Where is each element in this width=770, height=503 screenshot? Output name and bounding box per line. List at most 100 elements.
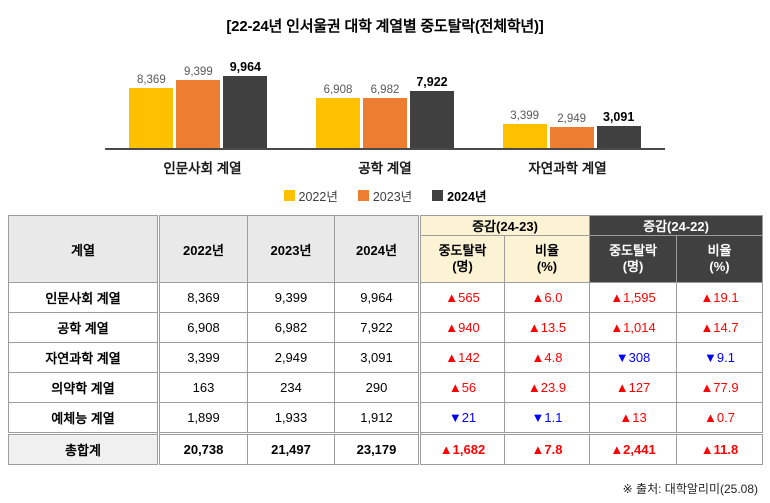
cell-change-value: ▲56: [418, 372, 505, 403]
bar-2022년-자연과학 계열: 3,399: [501, 110, 548, 148]
bar-chart: 8,369 9,399 9,964 6,908 6,982 7,922 3,399 2,949…: [105, 56, 665, 150]
bar: [129, 88, 174, 148]
cell-category: 인문사회 계열: [8, 282, 159, 313]
header-category: 계열: [8, 215, 159, 283]
category-label: 공학 계열: [358, 161, 412, 176]
legend-swatch-icon: [283, 190, 295, 201]
chart-group: 6,908 6,982 7,922: [314, 75, 455, 148]
cell-change-value: ▲4.8: [503, 342, 591, 373]
cell-change-value: ▲2,441: [589, 432, 678, 465]
cell-year-value: 9,964: [334, 282, 420, 313]
table-row: 의약학 계열 163 234 290 ▲56 ▲23.9 ▲127 ▲77.9: [8, 372, 764, 403]
bar-value-label: 8,369: [136, 74, 166, 86]
bar-2023년-공학 계열: 6,982: [361, 84, 408, 148]
cell-year-value: 290: [334, 372, 420, 403]
legend-label: 2023년: [372, 190, 413, 204]
chart-title: [22-24년 인서울권 대학 계열별 중도탈락(전체학년)]: [226, 18, 544, 35]
bar-value-label: 7,922: [416, 75, 448, 89]
bar: [502, 124, 547, 148]
bar: [223, 76, 268, 148]
cell-year-value: 9,399: [247, 282, 335, 313]
header-change-24-23: 증감(24-23): [417, 215, 591, 236]
cell-change-value: ▲23.9: [503, 372, 591, 403]
cell-change-value: ▲77.9: [676, 372, 764, 403]
category-label: 인문사회 계열: [163, 161, 242, 176]
header-change-24-22: 증감(24-22): [589, 215, 764, 236]
cell-change-value: ▲7.8: [503, 432, 591, 465]
cell-change-value: ▲13.5: [503, 312, 591, 343]
header-rate-1: 비율 (%): [503, 235, 591, 283]
bar-2022년-인문사회 계열: 8,369: [128, 74, 175, 148]
cell-change-value: ▼9.1: [676, 342, 764, 373]
bar: [315, 98, 360, 148]
bar: [596, 126, 641, 148]
table-row: 공학 계열 6,908 6,982 7,922 ▲940 ▲13.5 ▲1,014 ▲14.7: [8, 312, 764, 343]
header-year-2024: 2024년: [334, 215, 420, 283]
cell-category: 예체능 계열: [8, 402, 159, 434]
legend-item-2023년: 2023년: [357, 186, 413, 205]
bar-2023년-자연과학 계열: 2,949: [548, 113, 595, 148]
cell-year-value: 8,369: [157, 282, 248, 313]
bar-value-label: 9,399: [183, 66, 213, 78]
cell-year-value: 21,497: [247, 432, 335, 465]
cell-year-value: 234: [247, 372, 335, 403]
bar-2022년-공학 계열: 6,908: [314, 84, 361, 148]
cell-category: 총합계: [8, 432, 159, 465]
chart-group: 8,369 9,399 9,964: [128, 60, 269, 148]
cell-change-value: ▲13: [589, 402, 678, 434]
bar-chart-plot: 8,369 9,399 9,964 6,908 6,982 7,922 3,399 2,949…: [105, 56, 665, 150]
bar: [549, 127, 594, 148]
cell-change-value: ▲0.7: [676, 402, 764, 434]
cell-year-value: 7,922: [334, 312, 420, 343]
table-row: 인문사회 계열 8,369 9,399 9,964 ▲565 ▲6.0 ▲1,595 ▲19.…: [8, 282, 764, 313]
cell-change-value: ▲1,014: [589, 312, 678, 343]
legend-swatch-icon: [357, 190, 369, 201]
header-dropout-count-1: 중도탈락 (명): [418, 235, 505, 283]
cell-year-value: 20,738: [157, 432, 248, 465]
cell-change-value: ▲6.0: [503, 282, 591, 313]
table-row: 자연과학 계열 3,399 2,949 3,091 ▲142 ▲4.8 ▼308 ▼9.1: [8, 342, 764, 373]
bar: [362, 98, 407, 148]
bar: [176, 80, 221, 148]
bar-value-label: 9,964: [229, 60, 261, 74]
table-row: 예체능 계열 1,899 1,933 1,912 ▼21 ▼1.1 ▲13 ▲0.7: [8, 402, 764, 434]
chart-group: 3,399 2,949 3,091: [501, 110, 642, 148]
cell-change-value: ▼21: [418, 402, 505, 434]
chart-category-labels: 인문사회 계열 공학 계열 자연과학 계열: [105, 157, 665, 177]
header-dropout-count-2: 중도탈락 (명): [589, 235, 678, 283]
cell-change-value: ▲1,595: [589, 282, 678, 313]
cell-year-value: 2,949: [247, 342, 335, 373]
legend-swatch-icon: [432, 190, 444, 201]
bar-value-label: 3,399: [510, 110, 540, 122]
chart-legend: 2022년 2023년 2024년: [0, 186, 770, 205]
header-year-2022: 2022년: [157, 215, 248, 283]
cell-year-value: 6,982: [247, 312, 335, 343]
cell-category: 자연과학 계열: [8, 342, 159, 373]
bar-2024년-공학 계열: 7,922: [408, 75, 455, 148]
legend-label: 2024년: [447, 190, 487, 204]
header-year-2023: 2023년: [247, 215, 335, 283]
cell-change-value: ▲19.1: [676, 282, 764, 313]
category-label: 자연과학 계열: [528, 161, 607, 176]
legend-item-2024년: 2024년: [432, 186, 486, 205]
cell-change-value: ▲11.8: [676, 432, 764, 465]
summary-table: 계열 2022년 2023년 2024년 증감(24-23) 증감(24-22)…: [8, 215, 764, 465]
cell-year-value: 1,912: [334, 402, 420, 434]
legend-label: 2022년: [298, 190, 338, 204]
table-total-row: 총합계 20,738 21,497 23,179 ▲1,682 ▲7.8 ▲2,441 ▲11…: [8, 432, 764, 465]
source-note: ※ 출처: 대학알리미(25.08): [622, 482, 758, 496]
bar-value-label: 6,908: [323, 84, 353, 96]
cell-change-value: ▲127: [589, 372, 678, 403]
bar: [409, 91, 454, 148]
cell-year-value: 6,908: [157, 312, 248, 343]
bar-2024년-자연과학 계열: 3,091: [595, 110, 642, 148]
bar-2023년-인문사회 계열: 9,399: [175, 66, 222, 148]
cell-change-value: ▲565: [418, 282, 505, 313]
bar-value-label: 6,982: [370, 84, 400, 96]
cell-year-value: 1,933: [247, 402, 335, 434]
cell-change-value: ▲142: [418, 342, 505, 373]
cell-year-value: 1,899: [157, 402, 248, 434]
cell-change-value: ▲940: [418, 312, 505, 343]
cell-category: 공학 계열: [8, 312, 159, 343]
